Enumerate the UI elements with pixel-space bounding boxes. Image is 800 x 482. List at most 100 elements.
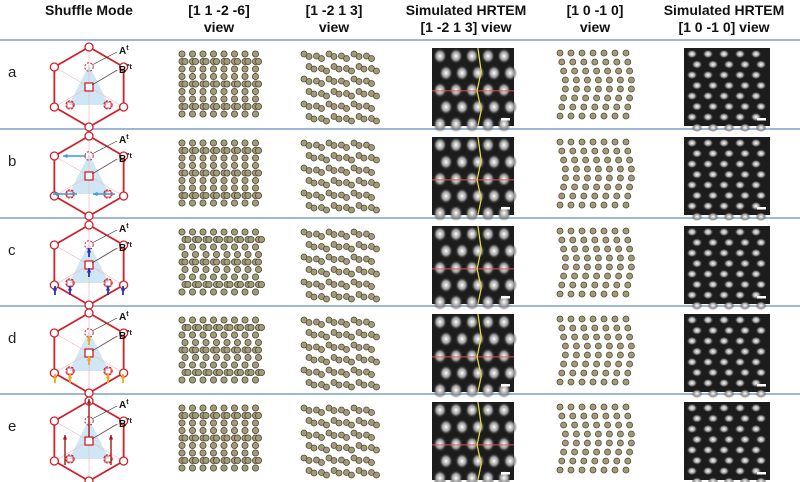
hrtem-spot (691, 123, 703, 132)
atom (244, 103, 252, 111)
hrtem-spot (481, 436, 495, 452)
hrtem-spot (739, 212, 751, 221)
vertex-site (84, 211, 94, 221)
atom (199, 139, 207, 147)
atom (602, 369, 610, 377)
atom (600, 315, 608, 323)
atom (611, 466, 619, 474)
hrtem-spot (702, 269, 714, 279)
atom (561, 263, 569, 271)
hrtem-spot (750, 403, 762, 413)
atom (373, 333, 380, 341)
atom (252, 95, 260, 103)
site-label-b-base: B (119, 154, 126, 165)
atom (213, 266, 221, 274)
atom (624, 147, 632, 155)
atom (252, 72, 260, 80)
shuffle-arrowhead (120, 286, 126, 291)
atom (580, 58, 588, 66)
hrtem-spot (471, 188, 485, 204)
atom (569, 457, 577, 465)
atom (202, 146, 210, 154)
hrtem-spot (487, 365, 501, 381)
atom (561, 254, 569, 262)
hrtem-spot (734, 315, 746, 325)
hrtem-spot (718, 138, 730, 148)
hrtem-spot (503, 277, 517, 293)
site-label-b-base: B (119, 243, 126, 254)
atom (255, 266, 263, 274)
atom (613, 457, 621, 465)
atom (335, 204, 343, 212)
atom (244, 80, 252, 88)
atom (223, 169, 231, 177)
atom (606, 430, 613, 438)
atom (602, 103, 610, 111)
atom (330, 281, 338, 288)
scale-bar (501, 207, 510, 210)
hrtem-spot (433, 260, 447, 276)
atom (241, 426, 249, 434)
atom (360, 204, 368, 212)
atom (323, 92, 330, 100)
atom (199, 442, 207, 450)
hrtem-spot (455, 331, 469, 347)
atom (593, 183, 600, 191)
atom (220, 184, 228, 192)
hrtem-spot (691, 81, 703, 90)
atom (330, 432, 338, 439)
hrtem-spot (723, 347, 735, 356)
atom (584, 85, 591, 93)
atom (202, 457, 210, 465)
hrtem-spot (707, 326, 719, 335)
atom (578, 138, 586, 146)
atom (572, 351, 580, 359)
hrtem-spot (702, 315, 714, 325)
hrtem-spot (471, 419, 485, 435)
atom (593, 94, 600, 102)
atom (580, 236, 588, 244)
atom (582, 183, 590, 191)
hrtem-spot (686, 49, 698, 59)
atom (252, 154, 260, 162)
atom (560, 333, 568, 341)
atom (241, 442, 249, 450)
site-label-b: B"t (119, 418, 133, 430)
atom (368, 434, 375, 441)
atom (571, 421, 579, 429)
atom (223, 192, 231, 200)
vertex-site (84, 220, 94, 230)
site-label-b: B"t (119, 330, 133, 342)
atom (582, 272, 590, 280)
shuffle-arrowhead (105, 374, 111, 379)
atom (335, 356, 343, 364)
atom (335, 469, 343, 477)
atom (216, 323, 224, 331)
hrtem-spot (691, 191, 703, 200)
hrtem-spot (734, 91, 746, 101)
atom (220, 404, 228, 412)
atom (560, 156, 568, 164)
atom (606, 342, 613, 350)
hrtem-spot (755, 326, 767, 335)
atom (231, 449, 239, 457)
atom (184, 235, 192, 243)
hrtem-spot (455, 277, 469, 293)
atom (220, 288, 228, 296)
atom (600, 403, 608, 411)
hrtem-spot (755, 347, 767, 356)
atom (199, 228, 207, 236)
atom (558, 147, 566, 155)
atom (188, 273, 196, 281)
atom (604, 156, 611, 164)
hrtem-spot (481, 348, 495, 364)
hrtem-spot (487, 65, 501, 81)
atom (241, 110, 249, 118)
atom (335, 115, 343, 123)
atom (220, 161, 228, 169)
atom (360, 243, 368, 251)
atom (360, 419, 368, 427)
atom (305, 167, 313, 174)
atom (199, 72, 207, 80)
hrtem-10-10 (684, 137, 770, 221)
